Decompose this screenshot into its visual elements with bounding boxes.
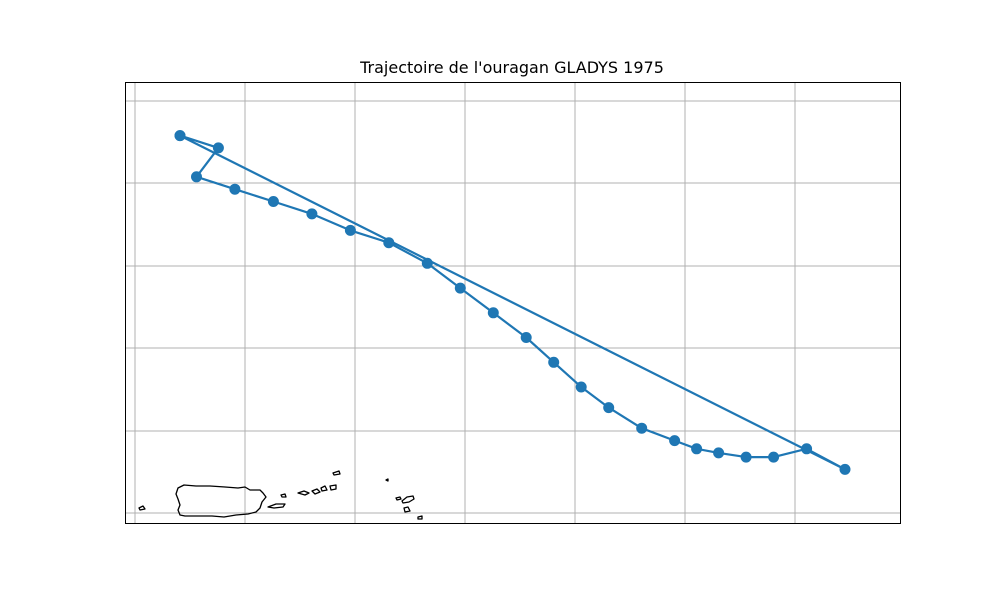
track-point [344,224,356,236]
track-point [801,443,813,455]
track-point [454,282,466,294]
grid [125,82,900,523]
track-point [713,447,725,459]
plot-frame [125,82,901,524]
puerto-rico-coastline [175,484,267,518]
series-layer [174,130,851,475]
track-point [306,208,318,220]
saint-barthelemy-coastline [403,506,411,513]
vieques-coastline [267,503,286,509]
track-point [603,402,615,414]
track-point [520,332,532,343]
track-point [383,237,395,249]
track-point [548,356,560,368]
coastlines [138,470,423,520]
track-point [212,142,224,154]
track-point [191,171,202,183]
track-point [839,463,851,475]
track-point [267,196,279,207]
track-point [768,451,780,463]
anguilla-coastline [385,478,389,482]
culebra-coastline [280,493,287,498]
virgin-islands-coastline [297,470,341,496]
track-point [691,443,703,455]
mona-island-coastline [138,505,146,511]
plot-area [125,82,901,524]
track-point [174,130,186,142]
track-point [636,422,648,434]
saba-coastline [417,515,423,520]
track-point [229,183,241,195]
chart-title: Trajectoire de l'ouragan GLADYS 1975 [359,58,664,77]
track-point [575,381,587,393]
track-point [487,307,499,319]
track-point [740,451,752,463]
saint-martin-coastline [395,495,415,504]
track-point [421,257,433,269]
track-point [669,435,681,447]
